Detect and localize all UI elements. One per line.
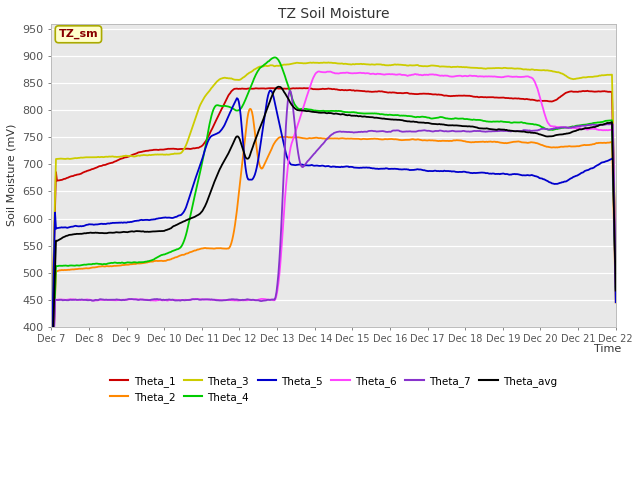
Legend: Theta_1, Theta_2, Theta_3, Theta_4, Theta_5, Theta_6, Theta_7, Theta_avg: Theta_1, Theta_2, Theta_3, Theta_4, Thet… [106,372,561,407]
Y-axis label: Soil Moisture (mV): Soil Moisture (mV) [7,124,17,227]
X-axis label: Time: Time [594,344,621,354]
Title: TZ Soil Moisture: TZ Soil Moisture [278,7,389,21]
Text: TZ_sm: TZ_sm [59,29,98,39]
